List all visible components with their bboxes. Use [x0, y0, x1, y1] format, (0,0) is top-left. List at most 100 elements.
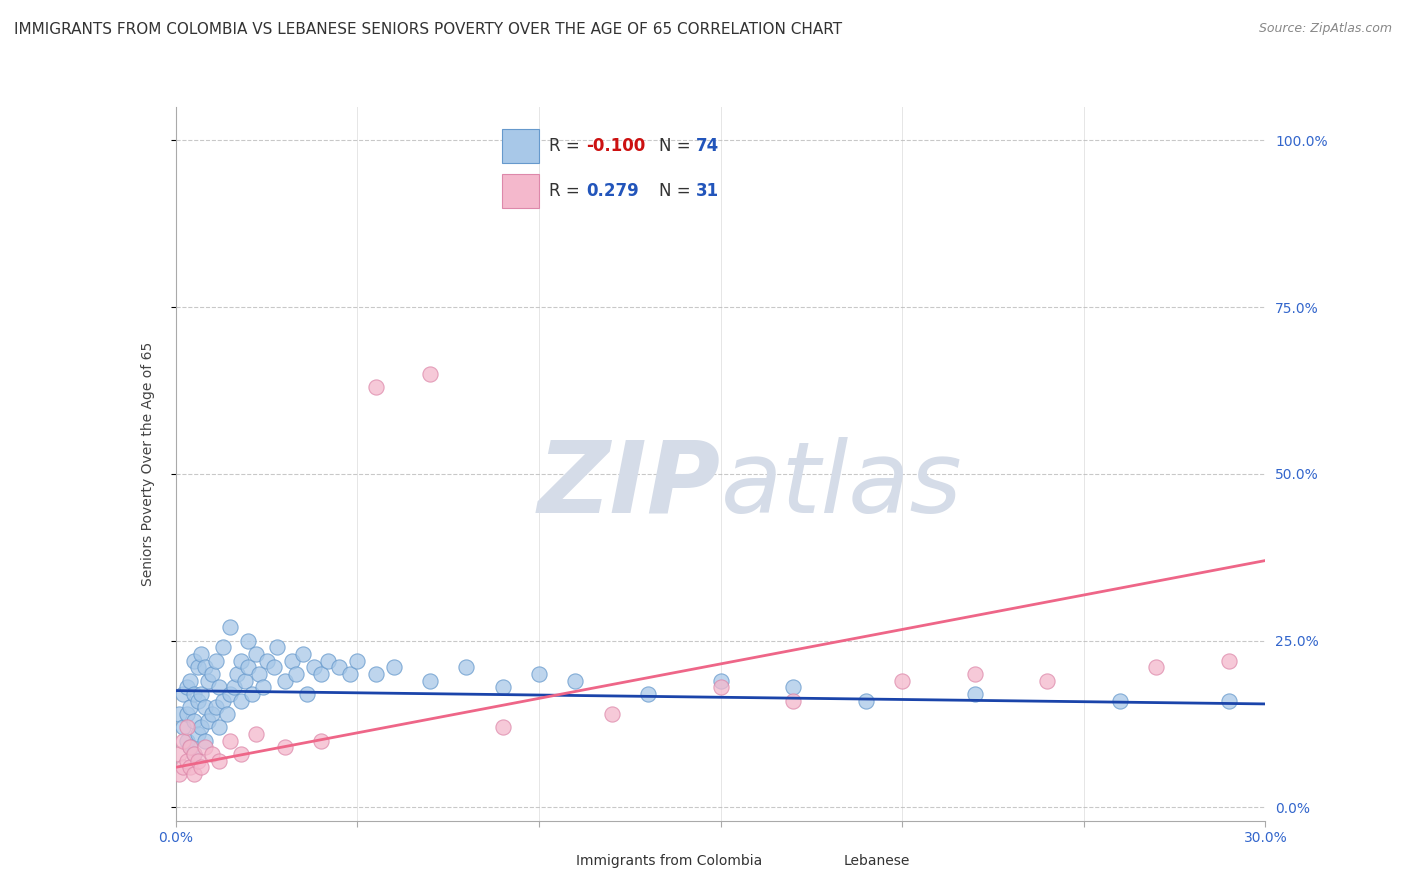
- Point: [176, 680, 198, 694]
- Point: [204, 700, 226, 714]
- Point: [186, 727, 209, 741]
- Point: [339, 667, 361, 681]
- Point: [172, 733, 194, 747]
- Point: [564, 673, 586, 688]
- Point: [419, 367, 441, 381]
- Text: Source: ZipAtlas.com: Source: ZipAtlas.com: [1258, 22, 1392, 36]
- Point: [309, 733, 332, 747]
- Point: [201, 706, 224, 721]
- Point: [190, 760, 212, 774]
- Point: [231, 693, 253, 707]
- Point: [183, 747, 205, 761]
- Point: [179, 700, 201, 714]
- Point: [197, 673, 219, 688]
- Point: [183, 747, 205, 761]
- Point: [1218, 693, 1240, 707]
- Point: [186, 660, 209, 674]
- Point: [183, 687, 205, 701]
- Point: [782, 693, 804, 707]
- Point: [245, 727, 267, 741]
- Point: [281, 654, 304, 668]
- Point: [963, 667, 986, 681]
- Point: [274, 740, 297, 755]
- Point: [208, 754, 231, 768]
- Point: [247, 667, 270, 681]
- Point: [263, 660, 285, 674]
- Point: [212, 693, 235, 707]
- Point: [215, 706, 238, 721]
- Point: [194, 660, 217, 674]
- Point: [600, 706, 623, 721]
- Point: [291, 647, 314, 661]
- Point: [169, 767, 191, 781]
- Point: [176, 720, 198, 734]
- Point: [328, 660, 350, 674]
- Point: [1109, 693, 1132, 707]
- Point: [208, 720, 231, 734]
- Text: Lebanese: Lebanese: [844, 854, 910, 868]
- Point: [1036, 673, 1059, 688]
- Point: [963, 687, 986, 701]
- Point: [179, 740, 201, 755]
- Point: [172, 760, 194, 774]
- Point: [172, 687, 194, 701]
- Point: [190, 687, 212, 701]
- Point: [201, 747, 224, 761]
- Point: [238, 633, 260, 648]
- Point: [176, 733, 198, 747]
- Point: [194, 740, 217, 755]
- Point: [492, 720, 515, 734]
- Point: [176, 754, 198, 768]
- Point: [492, 680, 515, 694]
- Point: [222, 680, 245, 694]
- Point: [782, 680, 804, 694]
- Point: [194, 733, 217, 747]
- Point: [172, 720, 194, 734]
- Point: [226, 667, 249, 681]
- Point: [219, 620, 242, 634]
- Point: [364, 667, 387, 681]
- Point: [201, 667, 224, 681]
- Point: [219, 687, 242, 701]
- Point: [309, 667, 332, 681]
- Text: atlas: atlas: [721, 437, 962, 533]
- Point: [231, 654, 253, 668]
- Point: [382, 660, 405, 674]
- Point: [527, 667, 550, 681]
- Point: [419, 673, 441, 688]
- Point: [190, 647, 212, 661]
- Point: [169, 706, 191, 721]
- Point: [855, 693, 877, 707]
- Point: [318, 654, 340, 668]
- Point: [176, 706, 198, 721]
- Point: [637, 687, 659, 701]
- Point: [208, 680, 231, 694]
- Point: [284, 667, 307, 681]
- Point: [183, 654, 205, 668]
- Y-axis label: Seniors Poverty Over the Age of 65: Seniors Poverty Over the Age of 65: [141, 342, 155, 586]
- Point: [710, 673, 733, 688]
- Point: [233, 673, 256, 688]
- Point: [179, 673, 201, 688]
- Point: [252, 680, 274, 694]
- Point: [295, 687, 318, 701]
- Point: [346, 654, 368, 668]
- Point: [1218, 654, 1240, 668]
- Point: [1146, 660, 1168, 674]
- Point: [190, 720, 212, 734]
- Point: [197, 714, 219, 728]
- Point: [183, 714, 205, 728]
- Point: [256, 654, 278, 668]
- Text: ZIP: ZIP: [537, 437, 721, 533]
- Point: [891, 673, 914, 688]
- Point: [219, 733, 242, 747]
- Point: [179, 740, 201, 755]
- Text: IMMIGRANTS FROM COLOMBIA VS LEBANESE SENIORS POVERTY OVER THE AGE OF 65 CORRELAT: IMMIGRANTS FROM COLOMBIA VS LEBANESE SEN…: [14, 22, 842, 37]
- Point: [266, 640, 288, 655]
- Point: [274, 673, 297, 688]
- Point: [245, 647, 267, 661]
- Point: [238, 660, 260, 674]
- Point: [169, 747, 191, 761]
- Point: [710, 680, 733, 694]
- Point: [194, 700, 217, 714]
